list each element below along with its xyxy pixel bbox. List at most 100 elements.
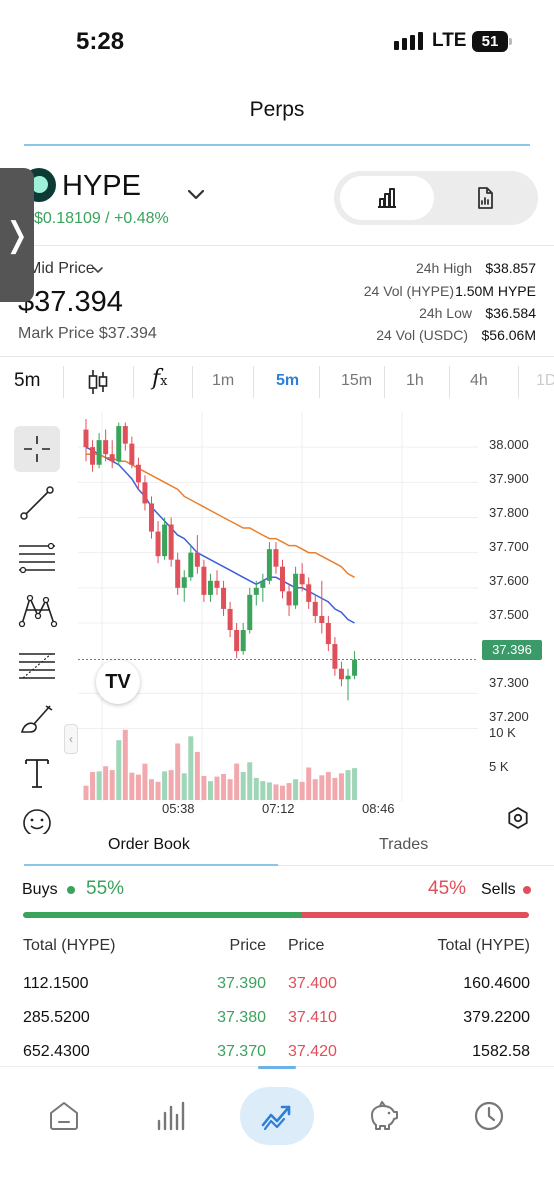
y-tick-label: 37.700 (489, 539, 529, 554)
interval-selector[interactable]: 5m (14, 370, 41, 391)
brush-tool-icon[interactable] (14, 696, 60, 742)
active-tab-underline (24, 864, 278, 866)
tradingview-logo[interactable]: TV (96, 660, 140, 704)
settings-icon[interactable] (506, 806, 530, 830)
candle-body (247, 594, 253, 631)
chart-view-button[interactable] (340, 176, 434, 220)
mark-price: Mark Price $37.394 (18, 325, 157, 342)
tab-order-book[interactable]: Order Book (108, 836, 190, 853)
ask-price[interactable]: 37.410 (288, 1009, 337, 1026)
column-header-ask-price: Price (288, 937, 325, 954)
candlestick-type-icon[interactable] (86, 368, 110, 396)
volume-collapse-handle[interactable]: ‹ (64, 724, 78, 754)
candle-body (188, 552, 194, 578)
emoji-tool-icon[interactable] (14, 804, 60, 834)
fibonacci-tool-icon[interactable] (14, 642, 60, 688)
bid-total: 652.4300 (23, 1043, 90, 1060)
candle-body (122, 426, 128, 444)
status-time: 5:28 (76, 28, 125, 55)
side-panel-handle[interactable]: ❭ (0, 168, 34, 302)
toolbar-separator (518, 366, 519, 398)
toolbar-separator (384, 366, 385, 398)
volume-bar (194, 751, 200, 800)
volume-bar (312, 779, 318, 800)
trendline-tool-icon[interactable] (14, 480, 60, 526)
volume-bar (273, 784, 279, 800)
volume-bar (116, 740, 122, 800)
candle-body (234, 630, 240, 652)
ask-total: 160.4600 (463, 975, 530, 992)
candle-body (155, 531, 161, 557)
coin-name[interactable]: HYPE (62, 170, 141, 202)
bid-price[interactable]: 37.370 (217, 1043, 266, 1060)
candle-body (332, 644, 338, 669)
tab-timeframe-1m[interactable]: 1m (212, 372, 235, 389)
volume-bar (227, 779, 233, 800)
pattern-tool-icon[interactable] (14, 588, 60, 634)
buys-percent: 55% (86, 878, 125, 899)
volume-bar (188, 736, 194, 800)
moving-average-line (85, 446, 355, 624)
volume-bar (109, 770, 115, 800)
volume-tick-label: 5 K (489, 759, 509, 774)
ask-total: 379.2200 (463, 1009, 530, 1026)
volume-bar (162, 771, 168, 800)
text-tool-icon[interactable] (14, 750, 60, 796)
price-type-label[interactable]: Mid Price (28, 260, 95, 277)
trade-icon[interactable] (260, 1099, 294, 1133)
candle-body (319, 615, 325, 623)
volume-bar (266, 782, 272, 800)
indicators-icon[interactable]: fx (152, 366, 168, 391)
volume-bar (352, 768, 358, 800)
home-icon[interactable] (47, 1099, 81, 1133)
tab-timeframe-4h[interactable]: 4h (470, 372, 488, 389)
column-header-bid-total: Total (HYPE) (23, 937, 116, 954)
tab-trades[interactable]: Trades (379, 836, 429, 853)
candle-body (175, 559, 181, 588)
horizontal-lines-tool-icon[interactable] (14, 534, 60, 580)
sell-ratio-bar (301, 912, 529, 918)
volume-bar (293, 779, 299, 800)
history-icon[interactable] (472, 1099, 506, 1133)
chevron-down-icon[interactable] (186, 184, 206, 204)
candle-body (162, 524, 168, 557)
toolbar-separator (449, 366, 450, 398)
bid-price[interactable]: 37.390 (217, 975, 266, 992)
candle-body (103, 440, 109, 455)
candle-body (273, 549, 279, 567)
tab-timeframe-15m[interactable]: 15m (341, 372, 373, 389)
price-chart[interactable] (78, 412, 478, 802)
y-tick-label: 37.800 (489, 505, 529, 520)
candle-body (90, 447, 96, 465)
ask-price[interactable]: 37.400 (288, 975, 337, 992)
volume-bar (319, 775, 325, 800)
tab-timeframe-5m[interactable]: 5m (276, 372, 300, 389)
candle-body (240, 630, 246, 652)
volume-bar (96, 771, 102, 800)
network-label: LTE (432, 30, 467, 51)
document-chart-icon[interactable] (473, 186, 497, 210)
volume-bar (253, 777, 259, 800)
stat-value-24h-vol-usdc: $56.06M (481, 327, 536, 343)
earn-icon[interactable] (366, 1099, 400, 1133)
bid-price[interactable]: 37.380 (217, 1009, 266, 1026)
candle-body (109, 454, 115, 462)
battery-icon: 51 (472, 31, 508, 52)
nav-item-trade[interactable] (240, 1087, 314, 1145)
stat-value-24h-high: $38.857 (485, 260, 536, 276)
crosshair-tool[interactable] (14, 426, 60, 472)
volume-bar (90, 772, 96, 800)
x-tick-label: 08:46 (362, 801, 395, 816)
title-underline (24, 144, 530, 146)
tab-timeframe-1h[interactable]: 1h (406, 372, 424, 389)
chevron-down-icon[interactable] (92, 264, 104, 276)
y-tick-label: 37.300 (489, 675, 529, 690)
tab-timeframe-1d[interactable]: 1D (536, 372, 554, 389)
candle-body (286, 591, 292, 606)
volume-tick-label: 10 K (489, 725, 516, 740)
volume-bar (280, 785, 285, 800)
stat-value-24h-vol-hype: 1.50M HYPE (455, 283, 536, 299)
ask-price[interactable]: 37.420 (288, 1043, 337, 1060)
markets-icon[interactable] (154, 1099, 188, 1133)
y-tick-label: 37.600 (489, 573, 529, 588)
